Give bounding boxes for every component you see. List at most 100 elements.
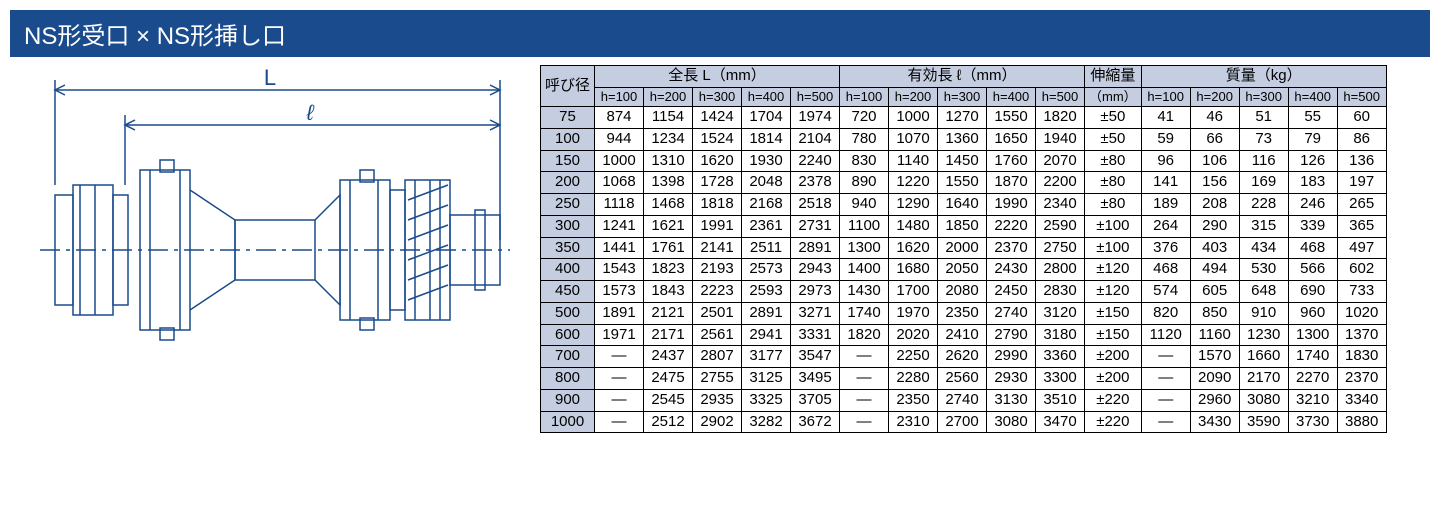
row-diameter: 450 xyxy=(541,281,595,303)
cell: 1940 xyxy=(1036,128,1085,150)
cell: 403 xyxy=(1190,237,1239,259)
cell: 1640 xyxy=(938,194,987,216)
cell: 1820 xyxy=(1036,107,1085,129)
cell: 3282 xyxy=(742,411,791,433)
cell: 2935 xyxy=(693,389,742,411)
cell: 169 xyxy=(1239,172,1288,194)
cell: 1970 xyxy=(889,302,938,324)
cell: 2501 xyxy=(693,302,742,324)
cell: 3271 xyxy=(791,302,840,324)
cell: 574 xyxy=(1141,281,1190,303)
cell: 2050 xyxy=(938,259,987,281)
table-row: 2001068139817282048237889012201550187022… xyxy=(541,172,1387,194)
cell: — xyxy=(840,346,889,368)
cell: 874 xyxy=(595,107,644,129)
cell: 2512 xyxy=(644,411,693,433)
cell: 1700 xyxy=(889,281,938,303)
cell: — xyxy=(1141,389,1190,411)
sub-header: h=500 xyxy=(791,87,840,106)
cell: 494 xyxy=(1190,259,1239,281)
cell: 434 xyxy=(1239,237,1288,259)
sub-header: h=300 xyxy=(938,87,987,106)
row-diameter: 400 xyxy=(541,259,595,281)
cell: 3340 xyxy=(1337,389,1386,411)
sub-header: h=200 xyxy=(889,87,938,106)
row-diameter: 75 xyxy=(541,107,595,129)
cell: 1234 xyxy=(644,128,693,150)
cell: 566 xyxy=(1288,259,1337,281)
table-row: 5001891212125012891327117401970235027403… xyxy=(541,302,1387,324)
row-diameter: 500 xyxy=(541,302,595,324)
table-body: 7587411541424170419747201000127015501820… xyxy=(541,107,1387,433)
cell: ±220 xyxy=(1085,389,1142,411)
cell: 2170 xyxy=(1239,368,1288,390)
cell: 2141 xyxy=(693,237,742,259)
cell: 1930 xyxy=(742,150,791,172)
cell: 79 xyxy=(1288,128,1337,150)
row-diameter: 150 xyxy=(541,150,595,172)
cell: 2930 xyxy=(987,368,1036,390)
cell: 3510 xyxy=(1036,389,1085,411)
label-L: L xyxy=(264,65,276,90)
table-row: 1000—2512290232823672—2310270030803470±2… xyxy=(541,411,1387,433)
cell: 2280 xyxy=(889,368,938,390)
cell: ±220 xyxy=(1085,411,1142,433)
table-row: 1501000131016201930224083011401450176020… xyxy=(541,150,1387,172)
cell: 1400 xyxy=(840,259,889,281)
row-diameter: 600 xyxy=(541,324,595,346)
cell: 2370 xyxy=(1337,368,1386,390)
cell: 1524 xyxy=(693,128,742,150)
cell: — xyxy=(1141,411,1190,433)
cell: 2168 xyxy=(742,194,791,216)
cell: 2891 xyxy=(742,302,791,324)
cell: — xyxy=(840,368,889,390)
cell: 3470 xyxy=(1036,411,1085,433)
cell: 2740 xyxy=(938,389,987,411)
cell: 1000 xyxy=(595,150,644,172)
cell: — xyxy=(1141,368,1190,390)
table-row: 7587411541424170419747201000127015501820… xyxy=(541,107,1387,129)
cell: 2048 xyxy=(742,172,791,194)
cell: 208 xyxy=(1190,194,1239,216)
cell: 1843 xyxy=(644,281,693,303)
cell: ±100 xyxy=(1085,215,1142,237)
cell: 1241 xyxy=(595,215,644,237)
cell: ±120 xyxy=(1085,259,1142,281)
group-header: 全長 L（mm） xyxy=(595,66,840,88)
group-header: 質量（kg） xyxy=(1141,66,1386,88)
cell: 530 xyxy=(1239,259,1288,281)
cell: 2370 xyxy=(987,237,1036,259)
cell: 3125 xyxy=(742,368,791,390)
cell: 1398 xyxy=(644,172,693,194)
cell: 2121 xyxy=(644,302,693,324)
corner-header: 呼び径 xyxy=(541,66,595,107)
table-row: 2501118146818182168251894012901640199023… xyxy=(541,194,1387,216)
cell: ±80 xyxy=(1085,194,1142,216)
cell: 3360 xyxy=(1036,346,1085,368)
table-row: 6001971217125612941333118202020241027903… xyxy=(541,324,1387,346)
content-wrapper: L ℓ 呼び径 全長 L（mm）有効長 ℓ（mm）伸縮量質量（kg） h=100… xyxy=(0,65,1440,433)
cell: 2800 xyxy=(1036,259,1085,281)
cell: 189 xyxy=(1141,194,1190,216)
cell: 1310 xyxy=(644,150,693,172)
table-row: 4501573184322232593297314301700208024502… xyxy=(541,281,1387,303)
label-l: ℓ xyxy=(305,100,314,125)
cell: 468 xyxy=(1288,237,1337,259)
cell: ±80 xyxy=(1085,150,1142,172)
cell: 940 xyxy=(840,194,889,216)
cell: 1118 xyxy=(595,194,644,216)
cell: 2200 xyxy=(1036,172,1085,194)
cell: 1100 xyxy=(840,215,889,237)
cell: 2573 xyxy=(742,259,791,281)
cell: 365 xyxy=(1337,215,1386,237)
cell: 264 xyxy=(1141,215,1190,237)
cell: ±150 xyxy=(1085,324,1142,346)
cell: 890 xyxy=(840,172,889,194)
cell: 1974 xyxy=(791,107,840,129)
cell: 2104 xyxy=(791,128,840,150)
cell: 2430 xyxy=(987,259,1036,281)
cell: 55 xyxy=(1288,107,1337,129)
cell: 265 xyxy=(1337,194,1386,216)
cell: 2080 xyxy=(938,281,987,303)
cell: 2807 xyxy=(693,346,742,368)
